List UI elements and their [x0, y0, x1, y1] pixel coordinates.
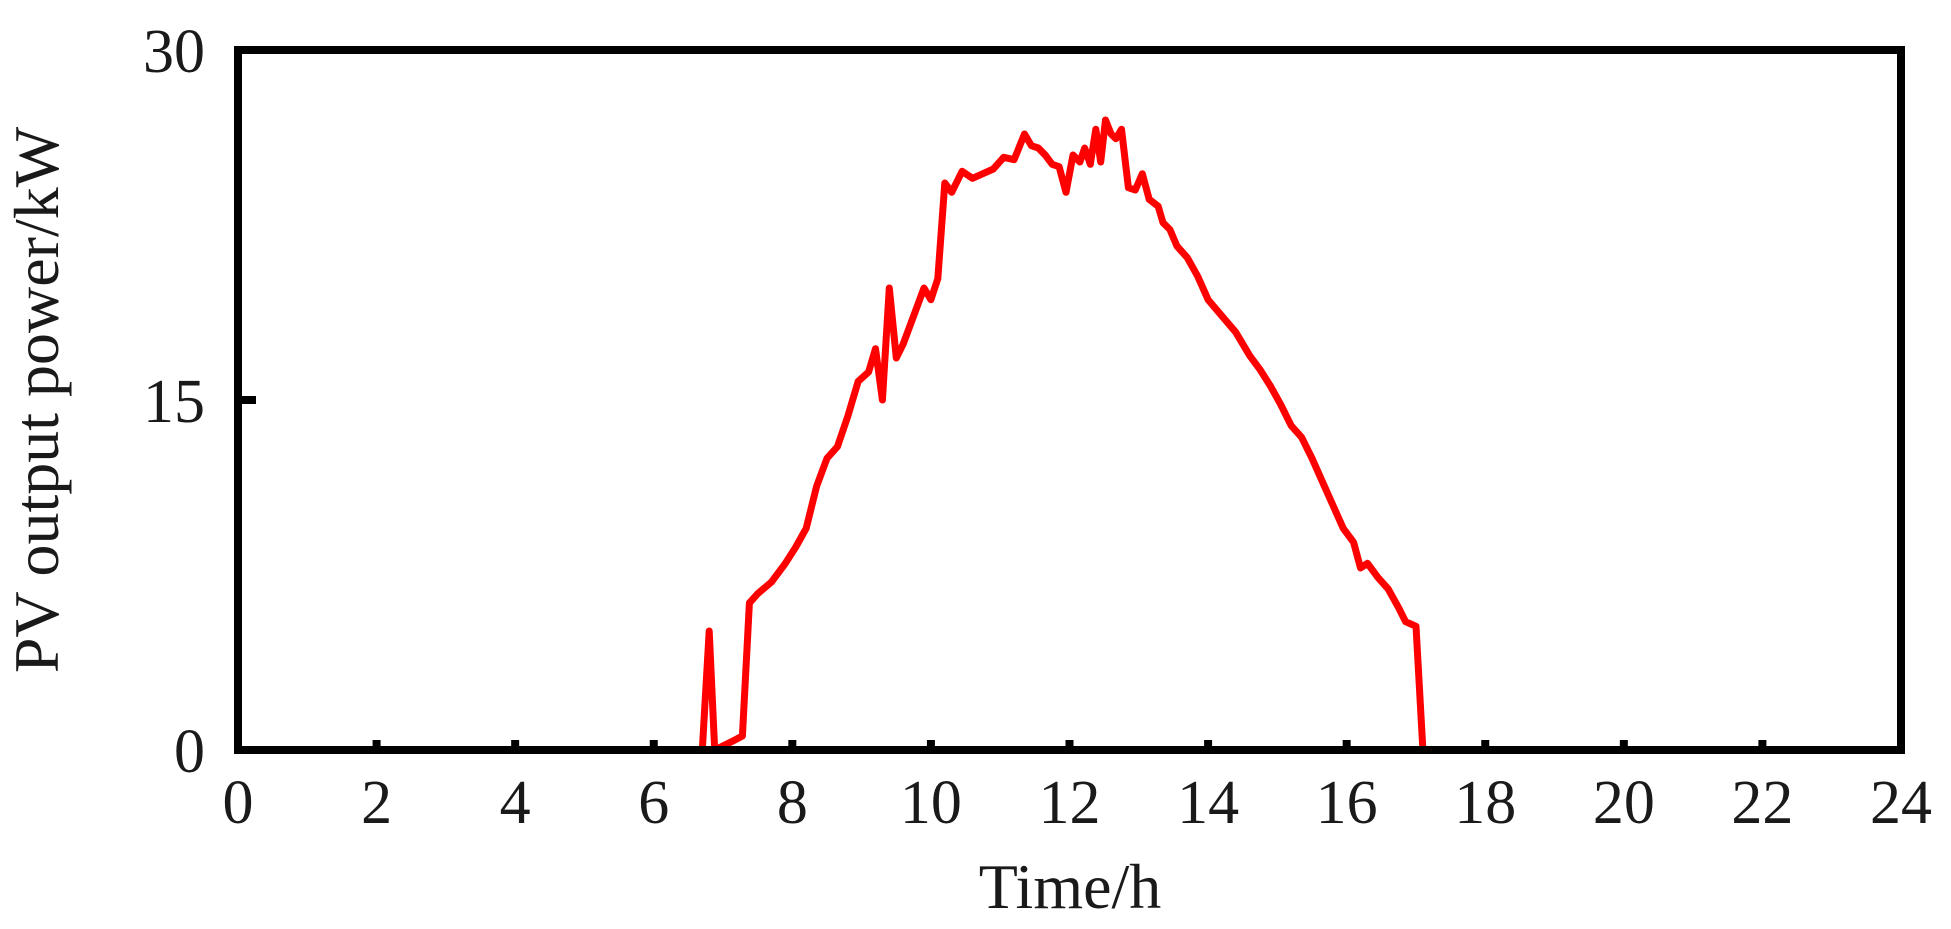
y-tick-labels: 0 15 30 [143, 18, 205, 786]
x-tick-label-16: 16 [1316, 769, 1378, 837]
x-tick-label-2: 2 [361, 769, 392, 837]
x-tick-label-24: 24 [1870, 769, 1932, 837]
y-axis-title: PV output power/kW [1, 126, 72, 673]
x-tick-label-6: 6 [638, 769, 669, 837]
axis-ticks [238, 396, 1767, 750]
series-line-0 [234, 116, 1905, 754]
x-tick-label-12: 12 [1039, 769, 1101, 837]
x-tick-label-4: 4 [500, 769, 531, 837]
x-tick-labels: 0 2 4 6 8 10 12 14 16 18 20 22 24 [223, 769, 1933, 837]
x-tick-label-10: 10 [900, 769, 962, 837]
y-tick-label-15: 15 [143, 368, 205, 436]
x-tick-label-8: 8 [777, 769, 808, 837]
x-tick-label-18: 18 [1454, 769, 1516, 837]
x-tick-label-0: 0 [223, 769, 254, 837]
x-axis-title: Time/h [979, 851, 1162, 922]
x-tick-label-20: 20 [1593, 769, 1655, 837]
y-tick-label-30: 30 [143, 18, 205, 86]
y-tick-label-0: 0 [174, 718, 205, 786]
x-tick-label-22: 22 [1731, 769, 1793, 837]
x-tick-label-14: 14 [1177, 769, 1239, 837]
series-line-layer [234, 116, 1905, 754]
